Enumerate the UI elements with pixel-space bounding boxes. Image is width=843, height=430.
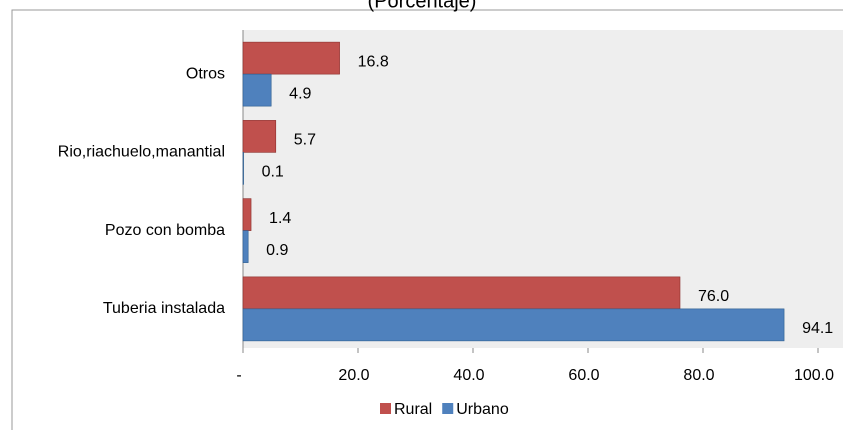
bar (242, 73, 272, 107)
chart-title: (Porcentaje) (368, 0, 477, 12)
data-label: 94.1 (802, 320, 833, 337)
bar (242, 198, 252, 231)
bar (242, 276, 681, 310)
legend-swatch (380, 403, 391, 414)
legend-label: Rural (394, 401, 432, 418)
y-tick-label: Tuberia instalada (103, 300, 225, 317)
x-tick-label: 40.0 (453, 367, 484, 384)
x-tick-label: 100.0 (794, 367, 834, 384)
data-label: 4.9 (289, 85, 311, 102)
x-tick-label: - (236, 367, 241, 384)
y-tick-label: Otros (186, 65, 225, 82)
x-tick-label: 20.0 (338, 367, 369, 384)
legend-label: Urbano (456, 401, 509, 418)
data-label: 0.1 (262, 164, 284, 181)
y-tick-label: Rio,riachuelo,manantial (58, 144, 225, 161)
bar (242, 230, 249, 263)
bar (242, 41, 340, 75)
data-label: 16.8 (358, 53, 389, 70)
x-tick-label: 60.0 (568, 367, 599, 384)
data-label: 5.7 (294, 132, 316, 149)
y-tick-label: Pozo con bomba (105, 222, 225, 239)
bar (242, 152, 244, 185)
bar (242, 120, 277, 153)
x-tick-label: 80.0 (683, 367, 714, 384)
bar (242, 308, 785, 342)
legend-swatch (442, 403, 454, 414)
data-label: 76.0 (698, 288, 729, 305)
data-label: 1.4 (269, 210, 291, 227)
data-label: 0.9 (266, 242, 288, 259)
